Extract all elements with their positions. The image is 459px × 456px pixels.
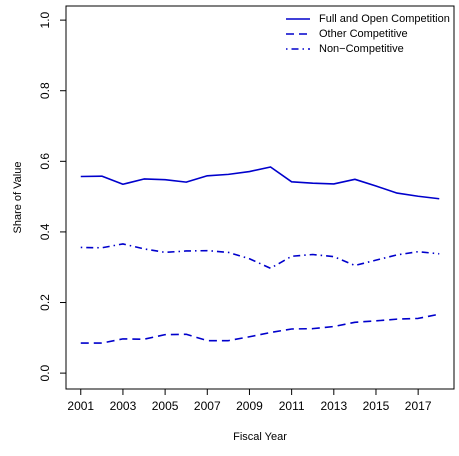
axes: 2001 2003 2005 2007 2009 2011 2013 2015 2017 0.0 0… [12, 5, 455, 443]
x-tick-label: 2017 [405, 399, 432, 413]
x-tick-label: 2001 [67, 399, 94, 413]
x-axis-title: Fiscal Year [233, 431, 287, 443]
series-line-1 [80, 166, 440, 200]
x-tick-label: 2011 [279, 399, 305, 413]
y-axis-title: Share of Value [12, 162, 24, 234]
y-tick-label: 0.8 [38, 82, 52, 99]
y-tick-label: 1.0 [38, 11, 52, 28]
y-tick-label: 0.0 [38, 364, 52, 381]
x-tick-label: 2007 [194, 399, 221, 413]
plot-frame [65, 5, 455, 390]
y-tick-label: 0.4 [38, 223, 52, 240]
series-line-2 [80, 313, 440, 344]
x-tick-label: 2013 [320, 399, 347, 413]
x-tick-label: 2015 [363, 399, 390, 413]
y-tick-label: 0.6 [38, 153, 52, 170]
y-tick-label: 0.2 [38, 294, 52, 311]
plot-area [80, 166, 440, 344]
x-tick-label: 2005 [152, 399, 179, 413]
legend-label-3: Non−Competitive [319, 43, 404, 55]
legend: Full and Open Competition Other Competiti… [286, 13, 450, 55]
series-line-3 [80, 243, 440, 270]
x-tick-label: 2009 [236, 399, 263, 413]
x-tick-label: 2003 [110, 399, 137, 413]
legend-label-2: Other Competitive [319, 28, 408, 40]
legend-label-1: Full and Open Competition [319, 13, 450, 25]
